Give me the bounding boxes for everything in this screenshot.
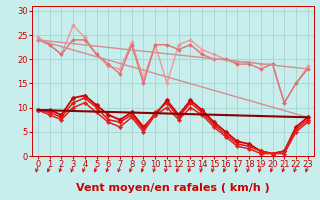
X-axis label: Vent moyen/en rafales ( km/h ): Vent moyen/en rafales ( km/h ): [76, 183, 270, 193]
